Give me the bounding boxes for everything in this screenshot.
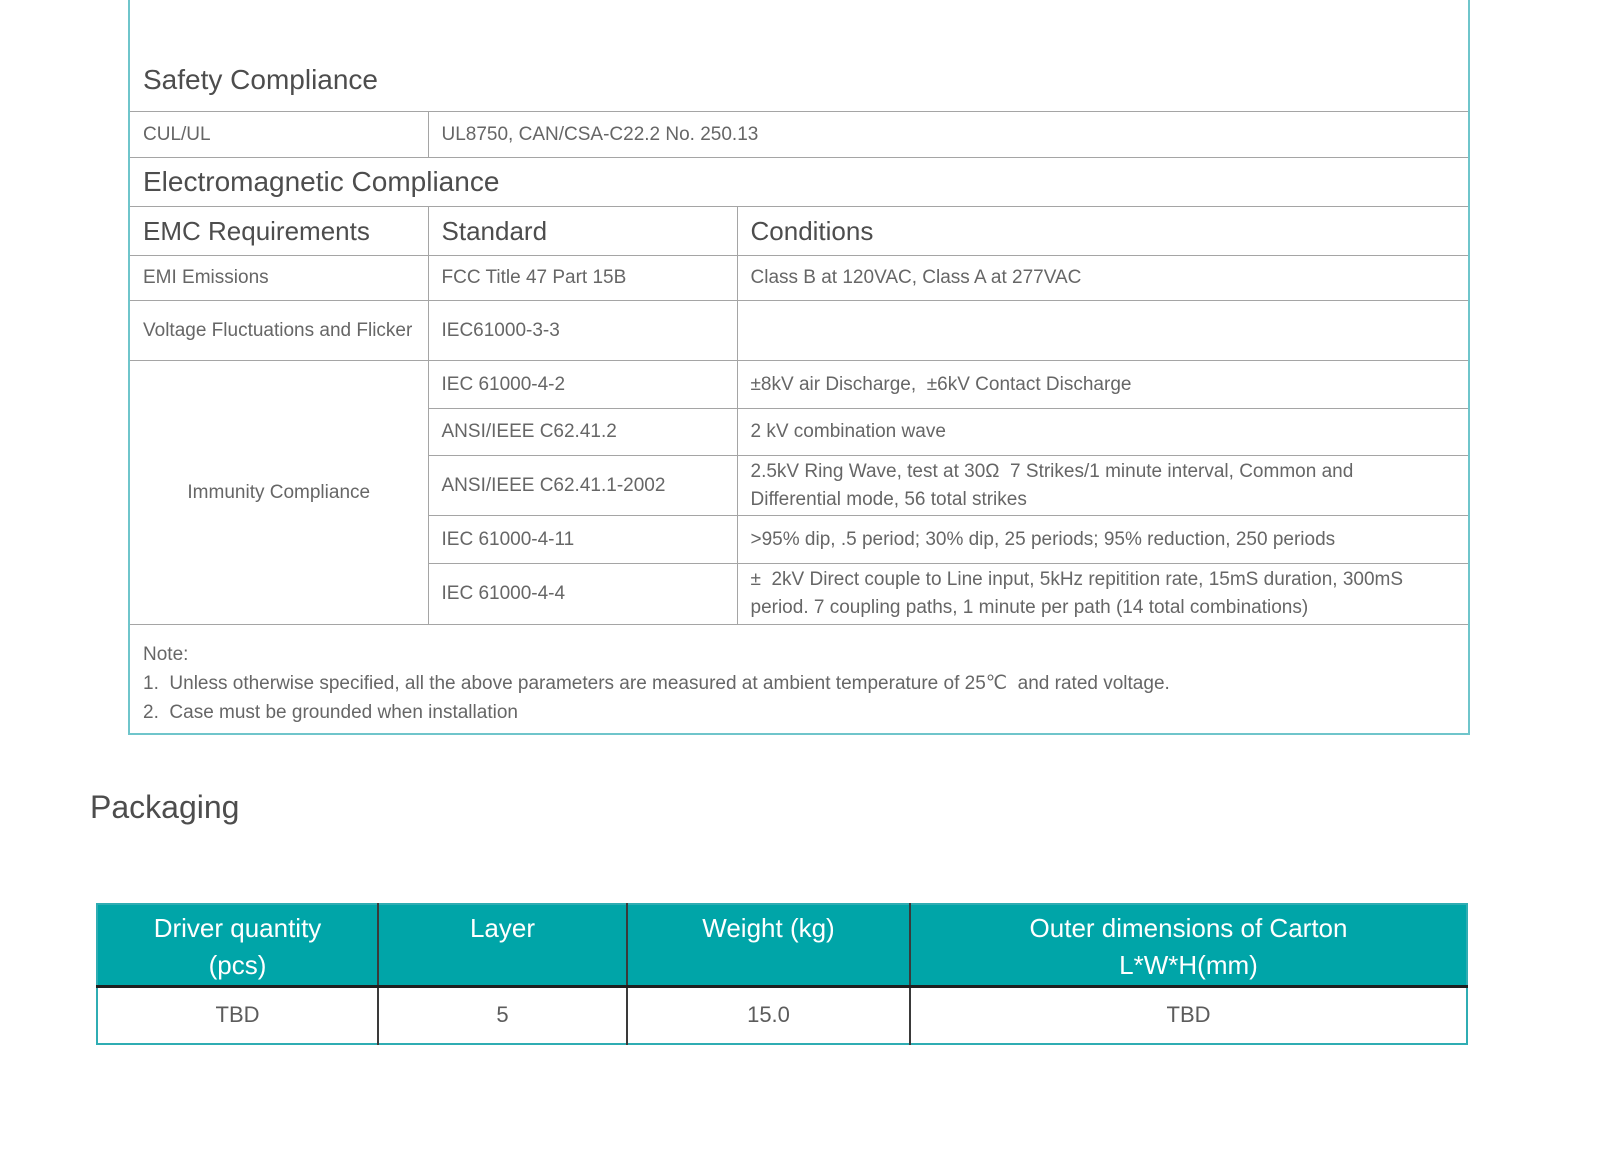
emc-standard-cell: ANSI/IEEE C62.41.1-2002 xyxy=(428,455,738,516)
table-row: Voltage Fluctuations and Flicker IEC6100… xyxy=(130,300,1468,361)
table-row: ANSI/IEEE C62.41.2 2 kV combination wave xyxy=(130,408,1468,456)
emc-col-header-requirements: EMC Requirements xyxy=(130,206,429,256)
packaging-value-driver-quantity: TBD xyxy=(97,986,378,1044)
header-line: Layer xyxy=(469,913,536,943)
note-block: Note: 1. Unless otherwise specified, all… xyxy=(130,625,1468,727)
table-row: EMI Emissions FCC Title 47 Part 15B Clas… xyxy=(130,255,1468,301)
emc-conditions-cell: >95% dip, .5 period; 30% dip, 25 periods… xyxy=(736,515,1468,564)
header-line: Driver quantity xyxy=(153,913,322,943)
emc-standard-cell: IEC 61000-4-2 xyxy=(427,360,738,409)
packaging-col-header-driver-quantity: Driver quantity (pcs) xyxy=(97,904,378,988)
packaging-col-header-weight: Weight (kg) xyxy=(626,904,910,988)
table-row: IEC 61000-4-11 >95% dip, .5 period; 30% … xyxy=(130,515,1468,564)
emc-conditions-cell: Class B at 120VAC, Class A at 277VAC xyxy=(736,255,1468,301)
safety-compliance-heading: Safety Compliance xyxy=(143,64,379,95)
compliance-section-box: Safety Compliance CUL/UL UL8750, CAN/CSA… xyxy=(128,0,1470,735)
emc-standard-cell: IEC 61000-4-4 xyxy=(428,563,738,625)
header-line: L*W*H(mm) xyxy=(1119,950,1258,980)
packaging-col-header-layer: Layer xyxy=(377,904,627,988)
packaging-col-header-carton-dimensions: Outer dimensions of Carton L*W*H(mm) xyxy=(909,904,1467,988)
table-row: ANSI/IEEE C62.41.1-2002 2.5kV Ring Wave,… xyxy=(130,455,1468,516)
safety-compliance-table: CUL/UL UL8750, CAN/CSA-C22.2 No. 250.13 xyxy=(130,111,1468,158)
emc-table: EMC Requirements Standard Conditions EMI… xyxy=(130,206,1468,625)
emc-conditions-cell: ± 2kV Direct couple to Line input, 5kHz … xyxy=(736,563,1468,625)
emc-conditions-cell: 2.5kV Ring Wave, test at 30Ω 7 Strikes/1… xyxy=(736,455,1468,516)
emc-col-header-standard: Standard xyxy=(427,206,738,256)
header-line: (pcs) xyxy=(208,950,267,980)
emc-header-row: EMC Requirements Standard Conditions xyxy=(130,206,1468,256)
table-row: CUL/UL UL8750, CAN/CSA-C22.2 No. 250.13 xyxy=(130,111,1468,158)
emc-conditions-cell xyxy=(736,300,1468,361)
emc-requirement-cell: EMI Emissions xyxy=(130,255,429,301)
packaging-data-row: TBD 5 15.0 TBD xyxy=(97,986,1467,1044)
electromagnetic-compliance-heading: Electromagnetic Compliance xyxy=(143,166,500,197)
emc-conditions-cell: 2 kV combination wave xyxy=(736,408,1468,456)
header-line: Weight (kg) xyxy=(702,913,835,943)
emc-col-header-conditions: Conditions xyxy=(736,206,1468,256)
packaging-value-weight: 15.0 xyxy=(626,986,910,1044)
safety-value-cell: UL8750, CAN/CSA-C22.2 No. 250.13 xyxy=(427,111,1468,158)
table-row: Immunity Compliance IEC 61000-4-2 ±8kV a… xyxy=(130,360,1468,625)
emc-conditions-cell: ±8kV air Discharge, ±6kV Contact Dischar… xyxy=(736,360,1468,409)
packaging-table: Driver quantity (pcs) Layer Weight (kg) … xyxy=(96,903,1468,1045)
note-title: Note: xyxy=(143,644,189,665)
emc-standard-cell: IEC61000-3-3 xyxy=(427,300,738,361)
emc-standard-cell: FCC Title 47 Part 15B xyxy=(427,255,738,301)
emc-requirement-cell: Voltage Fluctuations and Flicker xyxy=(130,300,429,361)
header-line: Outer dimensions of Carton xyxy=(1029,913,1348,943)
packaging-value-carton-dimensions: TBD xyxy=(909,986,1467,1044)
emc-immunity-cell: Immunity Compliance xyxy=(130,360,429,625)
table-row: IEC 61000-4-4 ± 2kV Direct couple to Lin… xyxy=(130,563,1468,625)
header-line xyxy=(379,947,626,984)
emc-standard-cell: IEC 61000-4-11 xyxy=(428,515,738,564)
packaging-header-row: Driver quantity (pcs) Layer Weight (kg) … xyxy=(97,904,1467,988)
packaging-value-layer: 5 xyxy=(377,986,627,1044)
packaging-heading: Packaging xyxy=(90,789,240,825)
safety-label-cell: CUL/UL xyxy=(130,111,429,158)
header-line xyxy=(628,947,909,984)
note-item: 2. Case must be grounded when installati… xyxy=(143,702,518,723)
emc-standard-cell: ANSI/IEEE C62.41.2 xyxy=(428,408,738,456)
note-item: 1. Unless otherwise specified, all the a… xyxy=(143,673,1170,694)
